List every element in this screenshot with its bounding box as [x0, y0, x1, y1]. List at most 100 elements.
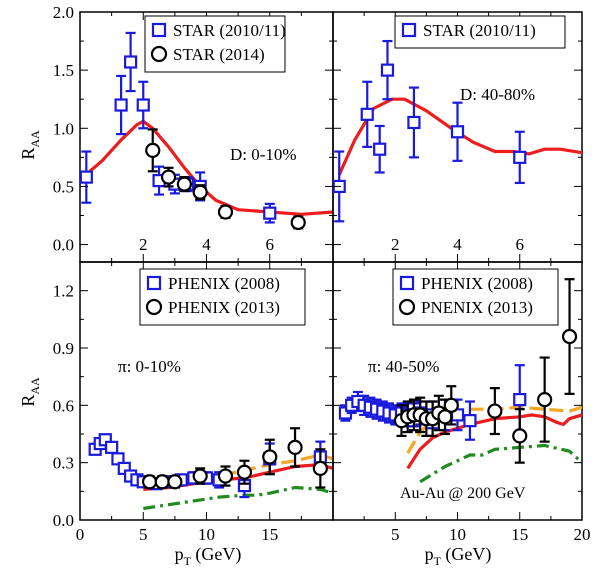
legend-label: STAR (2010/11): [173, 21, 286, 40]
data-point-circle: [537, 392, 553, 408]
data-point-circle: [176, 176, 192, 192]
data-point-circle: [312, 460, 328, 476]
svg-text:RAA: RAA: [18, 377, 42, 407]
data-point-circle: [192, 468, 208, 484]
xlabel-left-sub: T: [184, 554, 192, 568]
data-point-square: [80, 170, 93, 184]
data-point-circle: [167, 474, 183, 490]
legend-marker-circle: [150, 45, 168, 63]
panel-annotation: D: 40-80%: [460, 85, 535, 104]
x-tick-label: 10: [198, 525, 215, 544]
data-point-circle: [141, 474, 158, 490]
x-tick-label: 10: [449, 525, 466, 544]
plot-area: [88, 427, 333, 511]
legend-marker-circle: [398, 298, 416, 316]
legend-marker-square: [401, 22, 417, 38]
data-point-circle: [145, 142, 161, 158]
legend-marker-square: [146, 275, 162, 291]
data-point-circle: [443, 397, 459, 413]
data-point-square: [123, 55, 138, 69]
xlabel-right: pT (GeV): [425, 544, 492, 568]
legend-box: [144, 15, 286, 73]
data-point-square: [513, 150, 527, 164]
y-tick-label: 2.0: [53, 3, 74, 22]
data-point-square: [463, 414, 477, 428]
legend-marker-square: [399, 275, 415, 291]
data-point-circle: [236, 464, 253, 480]
model-curve-dashdot: [419, 443, 582, 484]
data-point-circle: [154, 474, 170, 490]
xlabel-left: pT (GeV): [175, 544, 242, 568]
legend-label: STAR (2014): [173, 45, 265, 64]
x-tick-label: 2: [139, 235, 148, 254]
legend-label: PNENIX (2013): [421, 298, 533, 317]
data-point-square: [105, 440, 119, 454]
y-tick-label: 0.0: [53, 236, 74, 255]
model-curve-solid: [82, 119, 333, 216]
panel-top_right: 2 4 6 STAR (2010/11) D: 40-80%: [332, 11, 583, 263]
y-tick-label: 1.2: [53, 282, 74, 301]
data-point-circle: [290, 214, 306, 231]
x-tick-label: 6: [516, 235, 525, 254]
data-point-square: [373, 142, 387, 156]
data-point-square: [263, 206, 277, 220]
ylabel-top-main: R: [18, 148, 38, 160]
legend-label: PHENIX (2008): [168, 274, 280, 293]
panel-top_left: 0.0 0.5 1.0 1.5 2.0 2 4 6 STAR (2010/11) STAR (20…: [53, 3, 334, 263]
data-point-square: [513, 393, 527, 407]
x-tick-label: 0: [76, 525, 85, 544]
xlabel-left-main: p: [175, 544, 184, 564]
x-tick-label: 4: [202, 235, 211, 254]
data-point-circle: [561, 328, 578, 345]
y-tick-label: 1.0: [53, 119, 74, 138]
y-tick-label: 0.6: [53, 396, 74, 415]
xlabel-right-main: p: [425, 544, 434, 564]
data-point-circle: [217, 204, 234, 220]
ylabel-top-sub: AA: [28, 130, 42, 148]
ylabel-top: RAA: [18, 130, 42, 160]
data-point-circle: [512, 428, 528, 444]
plot-area: [338, 278, 582, 484]
panel-annotation: π: 0-10%: [118, 357, 181, 376]
legend-marker-circle: [145, 298, 163, 316]
x-tick-label: 4: [453, 235, 462, 254]
y-tick-label: 0.3: [53, 454, 74, 473]
legend-box: [392, 268, 559, 326]
legend-label: PHENIX (2008): [421, 274, 533, 293]
x-tick-label: 5: [139, 525, 148, 544]
y-tick-label: 0.9: [53, 339, 74, 358]
x-tick-label: 15: [511, 525, 528, 544]
plot-area: [333, 39, 582, 223]
xlabel-left-unit: (GeV): [191, 544, 241, 565]
x-tick-label: 5: [391, 525, 400, 544]
y-tick-label: 0.5: [53, 177, 74, 196]
data-point-square: [407, 115, 421, 130]
legend-marker-square: [151, 22, 167, 38]
x-tick-label: 15: [261, 525, 278, 544]
data-point-circle: [217, 468, 234, 484]
data-point-square: [360, 107, 374, 121]
data-point-circle: [287, 439, 303, 455]
legend-label: STAR (2010/11): [423, 21, 536, 40]
panel-bottom_right: 5 10 15 20 PHENIX (2008) PNENIX (2013) π: 40-5…: [332, 261, 591, 544]
data-point-square: [136, 98, 150, 112]
data-point-circle: [160, 169, 177, 185]
data-point-circle: [262, 449, 278, 465]
plot-area: [80, 31, 333, 231]
data-point-circle: [192, 184, 208, 200]
legend-box: [394, 15, 566, 49]
x-tick-label: 20: [574, 525, 591, 544]
ylabel-bottom-main: R: [18, 395, 38, 407]
data-point-square: [450, 125, 465, 139]
data-point-square: [114, 98, 128, 112]
y-tick-label: 0.0: [53, 511, 74, 530]
ylabel-bottom: RAA: [18, 377, 42, 407]
x-tick-label: 2: [391, 235, 400, 254]
panel-bottom_left: 0.0 0.3 0.6 0.9 1.2 0 5 10 15 PHENIX (2008) PHENIX…: [53, 261, 334, 544]
panel-annotation: D: 0-10%: [230, 145, 297, 164]
legend-box: [139, 268, 306, 326]
ylabel-bottom-sub: AA: [28, 377, 42, 395]
panels: 0.0 0.5 1.0 1.5 2.0 2 4 6 STAR (2010/11) STAR (20…: [53, 3, 591, 544]
svg-text:RAA: RAA: [18, 130, 42, 160]
